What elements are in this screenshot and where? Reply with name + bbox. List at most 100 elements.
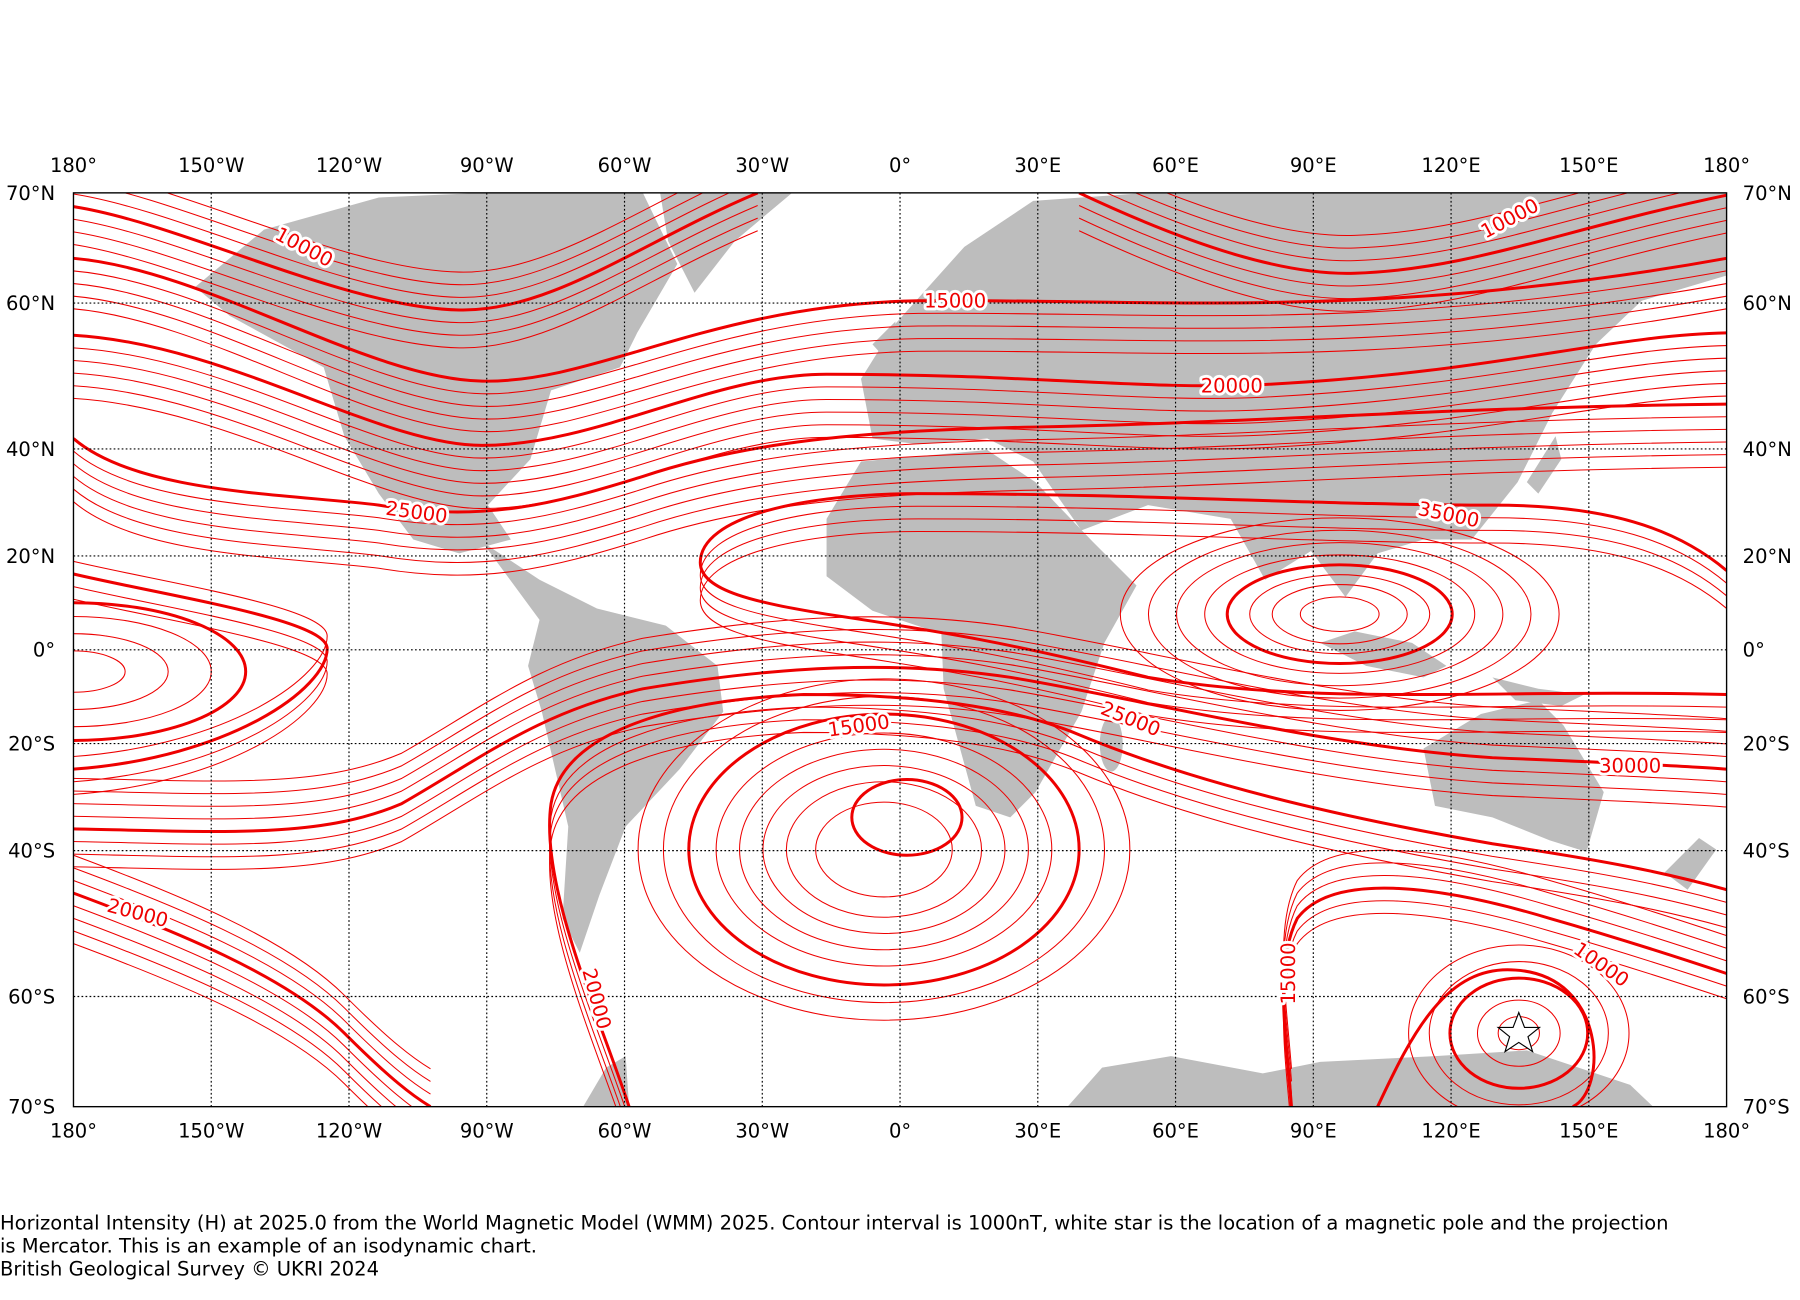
- lon-label: 30°E: [1014, 154, 1061, 177]
- contour-minor: [73, 370, 1727, 484]
- contour-minor: [1476, 999, 1561, 1067]
- contour-minor: [1283, 849, 1727, 1069]
- lon-label: 120°W: [316, 1120, 382, 1143]
- lon-label: 0°: [889, 1120, 911, 1143]
- contour-minor: [73, 357, 1727, 472]
- contour-label: 20000: [1201, 375, 1263, 398]
- contour-minor: [715, 732, 1053, 967]
- contour-major: [698, 492, 1727, 697]
- contour-minor: [1176, 542, 1504, 687]
- lat-label: 70°N: [6, 182, 55, 205]
- contour-minor: [1283, 862, 1727, 1082]
- lon-label: 90°E: [1290, 154, 1337, 177]
- contour-minor: [1078, 217, 1727, 300]
- contour-minor: [73, 416, 1727, 526]
- lat-label: 0°: [33, 639, 55, 662]
- contour-minor: [1165, 192, 1582, 236]
- lat-label: 60°N: [6, 292, 55, 315]
- lat-label: 40°S: [1743, 840, 1790, 863]
- lat-label: 60°N: [1743, 292, 1792, 315]
- contour-label: 15000: [924, 290, 986, 313]
- lon-label: 30°E: [1014, 1120, 1061, 1143]
- lon-label: 150°E: [1559, 154, 1618, 177]
- contour-major: [73, 891, 432, 1107]
- contour-minor: [1134, 192, 1630, 249]
- contour-minor: [73, 345, 1727, 459]
- contour-minor: [73, 615, 212, 728]
- contour-minor: [1105, 192, 1683, 262]
- contour-minor: [549, 731, 1727, 1107]
- caption-line: is Mercator. This is an example of an is…: [0, 1234, 537, 1257]
- contour-label: 20000: [105, 894, 171, 932]
- lat-label: 20°S: [1743, 732, 1790, 755]
- contour-minor: [1119, 517, 1560, 711]
- contour-minor: [73, 917, 397, 1107]
- contour-minor: [637, 678, 1131, 1021]
- contour-minor: [73, 441, 1727, 551]
- contour-minor: [123, 192, 704, 286]
- contour-major: [1376, 968, 1596, 1107]
- contour-major: [1078, 192, 1727, 275]
- contour-minor: [73, 943, 369, 1107]
- contour-minor: [73, 854, 431, 1070]
- contour-minor: [73, 880, 431, 1095]
- contour-minor: [739, 748, 1029, 951]
- contour-minor: [1299, 596, 1380, 632]
- contour-minor: [73, 704, 1727, 870]
- lon-label: 180°: [50, 154, 97, 177]
- contour-minor: [73, 598, 328, 795]
- contour-major: [73, 256, 1727, 383]
- lon-label: 120°W: [316, 154, 382, 177]
- contour-minor: [73, 217, 758, 336]
- contour-minor: [699, 518, 1727, 721]
- map-frame: [72, 192, 1728, 1108]
- lon-label: 30°W: [735, 1120, 789, 1143]
- contour-minor: [73, 867, 431, 1082]
- contour-minor: [1204, 554, 1476, 674]
- contour-major: [850, 777, 964, 857]
- contour-minor: [815, 801, 953, 898]
- lon-label: 120°E: [1421, 154, 1480, 177]
- magnetic-pole-star: [1496, 1010, 1542, 1053]
- contour-label: 15000: [1277, 942, 1300, 1004]
- lat-label: 70°S: [8, 1096, 55, 1119]
- lon-label: 90°E: [1290, 1120, 1337, 1143]
- contour-minor: [73, 205, 758, 324]
- contour-minor: [73, 230, 758, 349]
- credit: British Geological Survey © UKRI 2024: [0, 1257, 379, 1280]
- contour-major: [687, 712, 1081, 987]
- contour-minor: [73, 616, 1727, 782]
- lon-label: 150°W: [178, 1120, 244, 1143]
- lat-label: 20°N: [1743, 545, 1792, 568]
- contour-label: 30000: [1599, 755, 1661, 778]
- contour-minor: [73, 654, 1727, 820]
- contour-minor: [1408, 944, 1630, 1107]
- contour-major: [73, 572, 329, 771]
- lat-label: 0°: [1743, 639, 1765, 662]
- contour-minor: [1283, 874, 1727, 1095]
- contour-minor: [1147, 529, 1532, 699]
- contour-minor: [762, 765, 1006, 935]
- lon-label: 60°E: [1152, 1120, 1199, 1143]
- contour-major: [1448, 976, 1590, 1090]
- contour-minor: [73, 930, 383, 1107]
- contour-minor: [73, 692, 1727, 858]
- contour-minor: [73, 679, 1727, 845]
- contour-minor: [73, 633, 169, 710]
- lon-label: 180°: [1703, 154, 1750, 177]
- lon-label: 90°W: [460, 1120, 514, 1143]
- contour-major: [73, 192, 759, 312]
- contour-minor: [73, 270, 1727, 395]
- contour-minor: [1271, 584, 1408, 645]
- contour-minor: [73, 192, 731, 298]
- contour-minor: [1078, 205, 1727, 287]
- contour-minor: [73, 628, 1727, 795]
- lat-label: 60°S: [1743, 985, 1790, 1008]
- lat-label: 40°N: [1743, 438, 1792, 461]
- caption-line: Horizontal Intensity (H) at 2025.0 from …: [0, 1212, 1669, 1235]
- lat-label: 40°S: [8, 840, 55, 863]
- lon-label: 180°: [1703, 1120, 1750, 1143]
- contour-minor: [73, 650, 126, 693]
- lat-label: 70°N: [1743, 182, 1792, 205]
